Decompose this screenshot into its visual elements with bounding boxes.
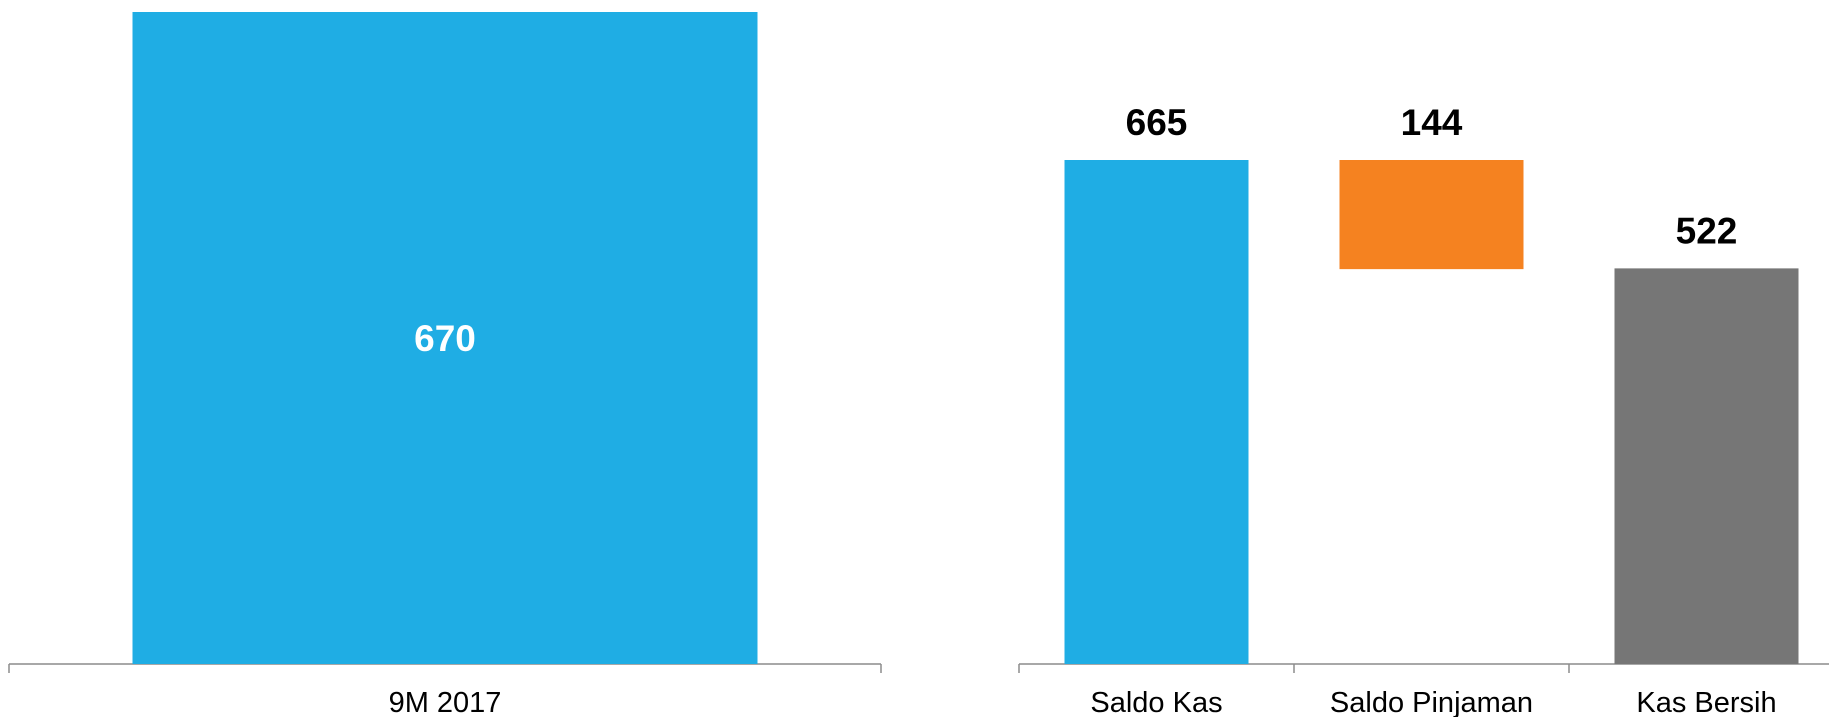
bar-saldo-kas xyxy=(1064,160,1249,664)
bar-saldo-pinjaman xyxy=(1339,160,1524,270)
data-label-saldo-kas: 665 xyxy=(1126,102,1188,143)
x-tick-label-kas-bersih: Kas Bersih xyxy=(1636,687,1776,717)
bar-9m-2017 xyxy=(132,12,758,664)
net-cash-waterfall-chart: 665 Saldo Kas 144 Saldo Pinjaman 522 Kas Bers… xyxy=(1018,102,1829,717)
x-tick-label-9m-2017: 9M 2017 xyxy=(389,687,502,717)
cash-9m-2017-chart: 670 9M 2017 xyxy=(8,12,882,717)
data-label-kas-bersih: 522 xyxy=(1676,210,1738,251)
data-label-9m-2017: 670 xyxy=(414,318,476,359)
bar-kas-bersih xyxy=(1614,268,1799,664)
x-tick-label-saldo-pinjaman: Saldo Pinjaman xyxy=(1330,687,1533,717)
data-label-saldo-pinjaman: 144 xyxy=(1401,102,1463,143)
x-tick-label-saldo-kas: Saldo Kas xyxy=(1090,687,1222,717)
